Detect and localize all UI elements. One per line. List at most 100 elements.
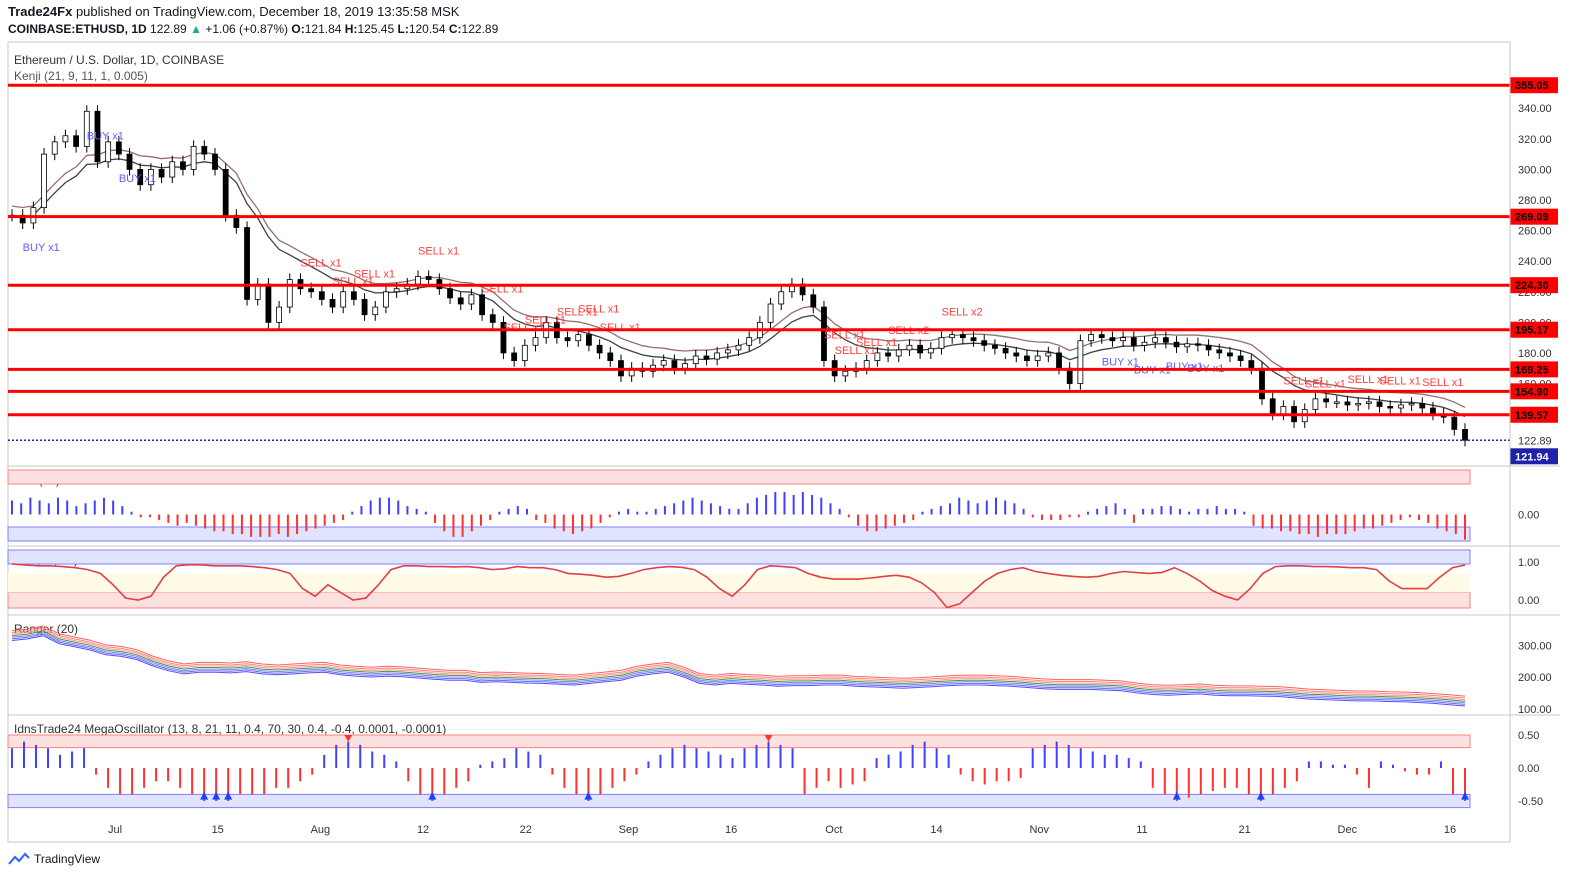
tradingview-brand[interactable]: TradingView	[8, 852, 100, 866]
candle-body	[1365, 401, 1372, 404]
candle-body	[383, 291, 389, 308]
buy-signal-label: BUY x1	[87, 130, 124, 142]
candle-body	[276, 306, 282, 323]
candle-body	[692, 355, 699, 365]
mega-tick: 0.00	[1518, 763, 1539, 775]
candle-body	[1045, 352, 1052, 357]
candle-body	[147, 169, 154, 186]
mega-sell-arrow	[344, 735, 353, 742]
up-arrow-icon: ▲	[190, 22, 202, 36]
msi-upper-band	[7, 469, 1471, 485]
level-label: 169.25	[1515, 364, 1549, 376]
symbol-label: COINBASE:ETHUSD, 1D	[8, 22, 147, 36]
candle-body	[1120, 337, 1127, 342]
candle-body	[927, 347, 934, 354]
ranger-band-line	[11, 633, 1466, 705]
mega-sell-arrow	[764, 735, 773, 742]
mega-buy-arrow	[224, 791, 233, 800]
low-marker-label: 121.94	[1515, 451, 1550, 463]
candle-body	[1376, 401, 1383, 407]
time-axis-tick: Oct	[825, 824, 842, 836]
level-label: 269.09	[1515, 212, 1549, 224]
open-label: O:	[291, 22, 305, 36]
candle-body	[1013, 352, 1020, 357]
tdi-tick: 0.00	[1518, 595, 1539, 607]
level-tag	[1510, 406, 1558, 423]
candle-body	[1088, 334, 1094, 342]
candle-body	[479, 294, 485, 316]
candle-body	[735, 344, 742, 351]
candle-body	[158, 169, 165, 178]
mega-buy-arrow	[1172, 791, 1181, 800]
open-value: 121.84	[304, 22, 342, 36]
sell-signal-label: SELL x1	[482, 284, 523, 296]
ranger-band-line	[11, 625, 1466, 697]
candle-body	[489, 314, 496, 323]
candle-body	[115, 141, 122, 155]
ranger-tick: 300.00	[1518, 640, 1552, 652]
candle-body	[532, 337, 539, 346]
sell-signal-label: SELL x1	[354, 268, 395, 280]
time-axis-tick: 16	[725, 824, 737, 836]
price-axis-tick: 320.00	[1518, 134, 1552, 146]
mega-lower-band	[7, 793, 1471, 809]
current-price-label: 122.89	[1518, 435, 1552, 447]
candle-body	[180, 161, 186, 170]
candle-body	[1141, 341, 1148, 346]
candle-body	[917, 344, 924, 354]
candle-body	[244, 227, 250, 300]
candle-body	[1162, 337, 1169, 343]
candle-body	[340, 291, 347, 308]
level-label: 224.30	[1515, 280, 1549, 292]
candle-body	[1312, 398, 1319, 410]
candle-body	[393, 288, 400, 293]
candle-body	[41, 153, 47, 209]
candle-body	[970, 337, 977, 342]
candle-body	[810, 294, 817, 308]
price-axis-tick: 280.00	[1518, 195, 1552, 207]
candle-body	[521, 344, 528, 361]
candle-body	[714, 352, 721, 360]
candle-body	[1002, 347, 1009, 354]
publisher-name[interactable]: Trade24Fx	[8, 4, 73, 19]
buy-signal-label: BUY x1	[1102, 357, 1139, 369]
sell-signal-label: SELL x1	[557, 307, 598, 319]
candle-body	[703, 355, 710, 360]
candle-body	[981, 340, 988, 346]
ranger-band-line	[11, 630, 1466, 702]
time-axis-tick: Nov	[1029, 824, 1049, 836]
candle-body	[586, 334, 592, 346]
candle-body	[126, 153, 133, 170]
low-marker-tag	[1510, 448, 1558, 465]
ranger-tick: 200.00	[1518, 672, 1552, 684]
candle-body	[906, 344, 913, 351]
candle-body	[895, 349, 902, 357]
candle-body	[308, 288, 315, 293]
mega-buy-arrow	[428, 791, 437, 800]
candle-body	[1430, 407, 1436, 415]
candle-body	[1173, 341, 1180, 348]
time-axis-tick: 22	[520, 824, 532, 836]
candle-body	[350, 291, 357, 300]
candle-body	[607, 352, 614, 361]
candle-body	[105, 141, 112, 163]
level-tag	[1510, 277, 1558, 294]
time-axis-tick: 15	[212, 824, 224, 836]
candle-body	[959, 334, 966, 339]
candle-body	[1227, 352, 1233, 357]
close-label: C:	[448, 22, 462, 36]
candle-body	[1056, 352, 1062, 369]
mega-buy-arrow	[584, 791, 593, 800]
time-axis-tick: 21	[1238, 824, 1250, 836]
candle-body	[1237, 355, 1244, 361]
panel-label: IdnsTrade24 MegaOscillator (13, 8, 21, 1…	[14, 722, 446, 736]
ranger-tick: 100.00	[1518, 704, 1552, 716]
time-axis-tick: Jul	[108, 824, 122, 836]
candle-body	[62, 135, 69, 143]
candle-body	[1259, 367, 1265, 400]
candle-body	[671, 360, 678, 369]
candle-body	[318, 291, 325, 300]
sell-signal-label: SELL x1	[525, 314, 566, 326]
candle-body	[1408, 403, 1415, 406]
